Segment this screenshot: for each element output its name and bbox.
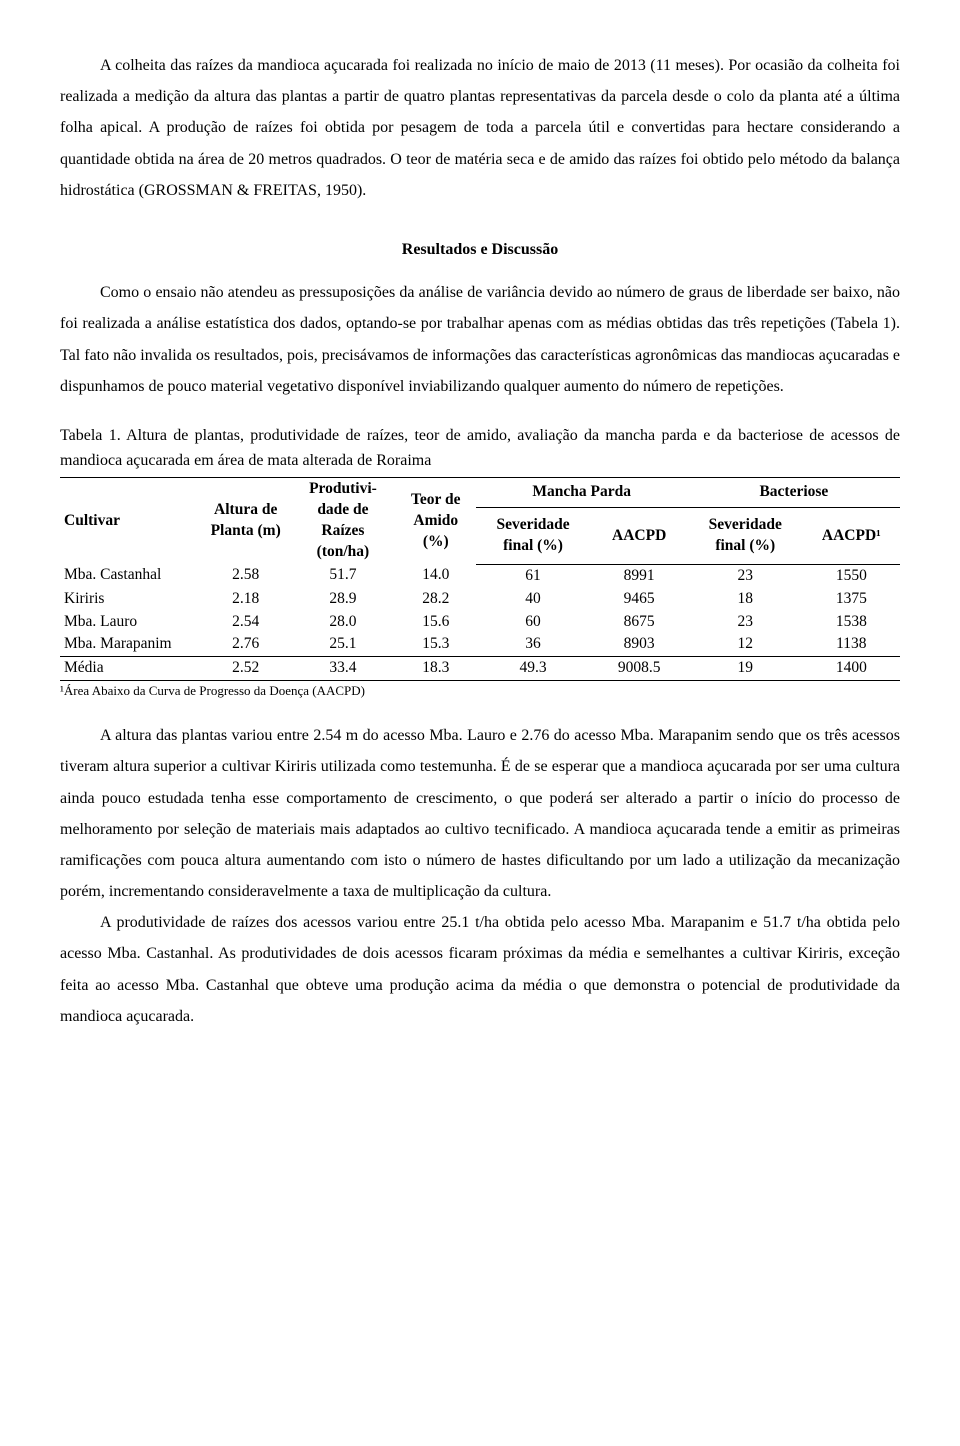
table-row: Média2.5233.418.349.39008.5191400	[60, 657, 900, 681]
th-produt: Produtivi-dade de Raízes (ton/ha)	[290, 478, 396, 564]
table-cell: 8991	[591, 564, 688, 587]
table-cell: 8903	[591, 633, 688, 656]
table-footnote: ¹Área Abaixo da Curva de Progresso da Do…	[60, 683, 900, 700]
paragraph-1: A colheita das raízes da mandioca açucar…	[60, 50, 900, 206]
th-teor: Teor de Amido (%)	[396, 478, 476, 564]
table-cell: Média	[60, 657, 201, 681]
table-cell: 2.54	[201, 611, 289, 634]
table-cell: 60	[476, 611, 591, 634]
table-cell: 1138	[803, 633, 900, 656]
th-altura: Altura de Planta (m)	[201, 478, 289, 564]
table-cell: 12	[688, 633, 803, 656]
table-cell: 1538	[803, 611, 900, 634]
table-cell: 18.3	[396, 657, 476, 681]
table-cell: 9465	[591, 588, 688, 611]
table-cell: 9008.5	[591, 657, 688, 681]
th-mancha: Mancha Parda	[476, 478, 688, 508]
table-cell: 8675	[591, 611, 688, 634]
table-cell: Mba. Marapanim	[60, 633, 201, 656]
paragraph-3: A altura das plantas variou entre 2.54 m…	[60, 720, 900, 907]
data-table: Cultivar Altura de Planta (m) Produtivi-…	[60, 477, 900, 681]
table-cell: Mba. Lauro	[60, 611, 201, 634]
table-row: Mba. Lauro2.5428.015.6608675231538	[60, 611, 900, 634]
table-cell: Kiriris	[60, 588, 201, 611]
table-cell: 28.0	[290, 611, 396, 634]
table-body: Mba. Castanhal2.5851.714.0618991231550Ki…	[60, 564, 900, 681]
table-cell: 1550	[803, 564, 900, 587]
table-caption: Tabela 1. Altura de plantas, produtivida…	[60, 424, 900, 474]
table-cell: 23	[688, 564, 803, 587]
table-cell: 36	[476, 633, 591, 656]
table-cell: 1375	[803, 588, 900, 611]
th-sev2: Severidade final (%)	[688, 508, 803, 564]
th-cultivar: Cultivar	[60, 478, 201, 564]
paragraph-2: Como o ensaio não atendeu as pressuposiç…	[60, 277, 900, 402]
table-cell: 28.2	[396, 588, 476, 611]
table-cell: 14.0	[396, 564, 476, 587]
table-cell: 51.7	[290, 564, 396, 587]
table-cell: 40	[476, 588, 591, 611]
table-cell: 2.76	[201, 633, 289, 656]
table-cell: 2.52	[201, 657, 289, 681]
table-cell: 2.18	[201, 588, 289, 611]
table-cell: 23	[688, 611, 803, 634]
table-row: Kiriris2.1828.928.2409465181375	[60, 588, 900, 611]
th-sev1: Severidade final (%)	[476, 508, 591, 564]
table-cell: 49.3	[476, 657, 591, 681]
th-aacpd2: AACPD¹	[803, 508, 900, 564]
table-cell: Mba. Castanhal	[60, 564, 201, 587]
table-cell: 28.9	[290, 588, 396, 611]
table-cell: 15.3	[396, 633, 476, 656]
table-cell: 61	[476, 564, 591, 587]
table-row: Mba. Castanhal2.5851.714.0618991231550	[60, 564, 900, 587]
table-cell: 25.1	[290, 633, 396, 656]
table-cell: 18	[688, 588, 803, 611]
table-cell: 33.4	[290, 657, 396, 681]
table-cell: 1400	[803, 657, 900, 681]
table-row: Mba. Marapanim2.7625.115.3368903121138	[60, 633, 900, 656]
table-cell: 19	[688, 657, 803, 681]
th-bact: Bacteriose	[688, 478, 900, 508]
table-cell: 2.58	[201, 564, 289, 587]
th-aacpd1: AACPD	[591, 508, 688, 564]
section-title: Resultados e Discussão	[60, 234, 900, 265]
paragraph-4: A produtividade de raízes dos acessos va…	[60, 907, 900, 1032]
table-cell: 15.6	[396, 611, 476, 634]
